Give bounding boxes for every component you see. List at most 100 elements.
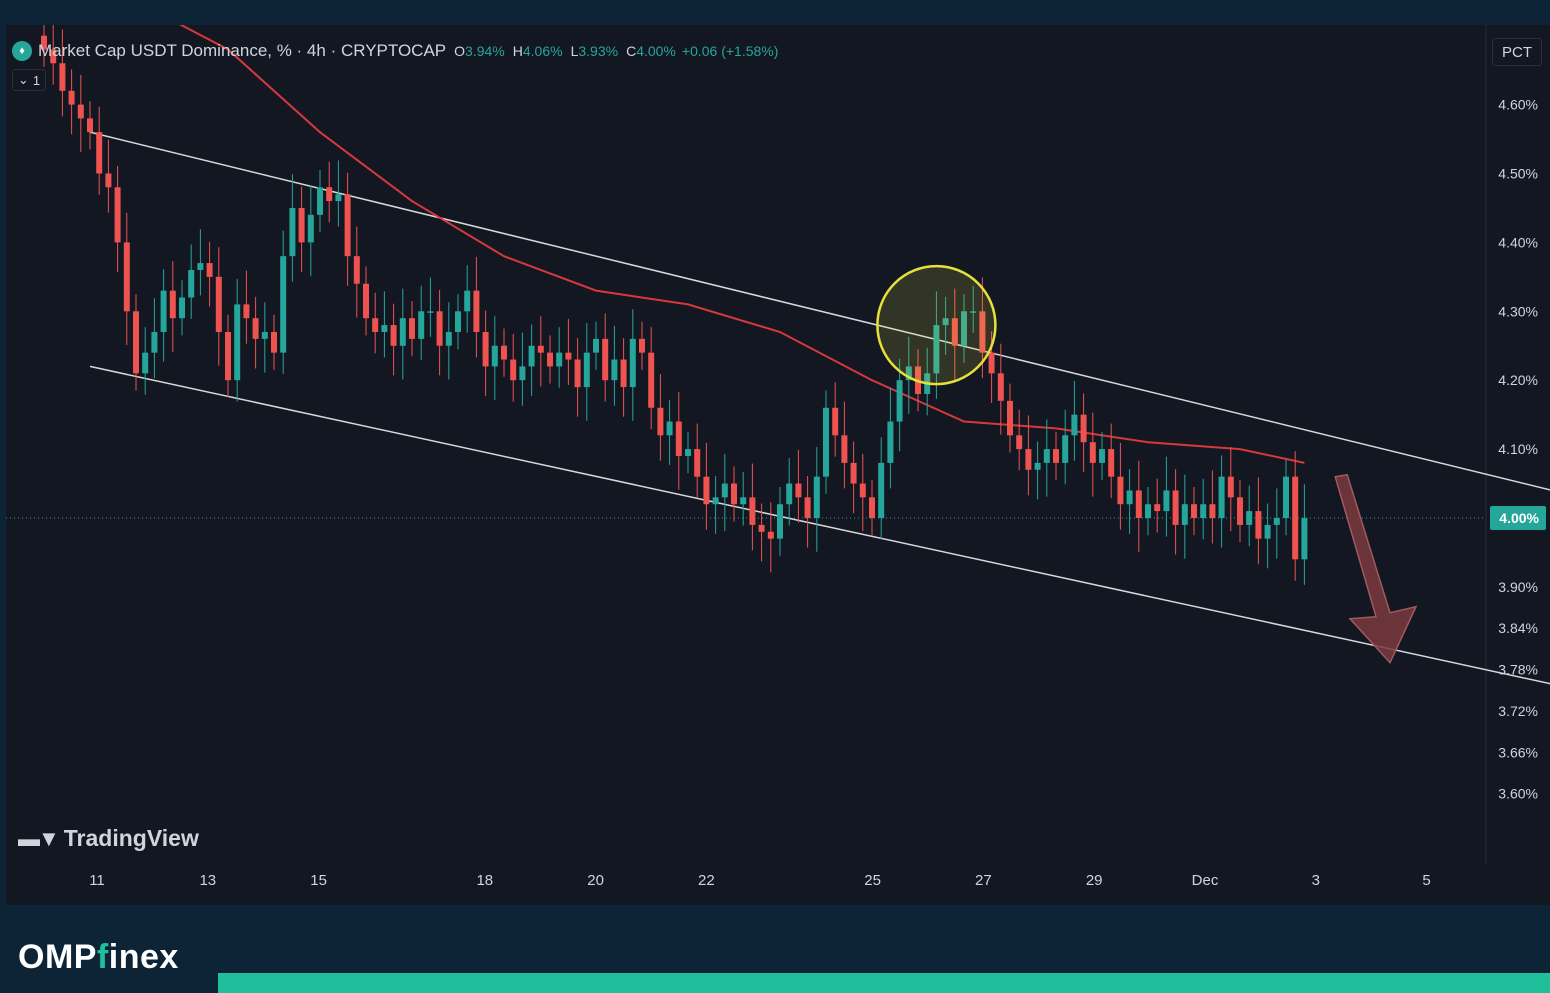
candle-body — [979, 311, 986, 353]
candle-body — [1071, 414, 1078, 436]
tradingview-watermark: ▬▼ TradingView — [18, 825, 199, 852]
ohlc-low-key: L — [570, 43, 579, 59]
candle-body — [344, 194, 351, 257]
candle-body — [353, 256, 360, 284]
candle-body — [381, 325, 388, 332]
candle-body — [197, 263, 204, 270]
candle-body — [537, 345, 544, 353]
scale-mode-button[interactable]: PCT — [1492, 38, 1542, 66]
highlight-circle — [876, 264, 997, 386]
candle-body — [767, 531, 774, 539]
candle-body — [878, 462, 885, 518]
candle-body — [399, 318, 406, 346]
candle-body — [896, 380, 903, 422]
candle-body — [87, 118, 93, 133]
candle-body — [1209, 504, 1216, 518]
candle-body — [206, 263, 213, 277]
ohlc-high-key: H — [512, 43, 523, 59]
candle-body — [556, 352, 563, 367]
candle-body — [105, 173, 112, 188]
candle-body — [703, 476, 710, 505]
ohlc-close-key: C — [626, 43, 637, 59]
candle-body — [1181, 504, 1188, 525]
candle-body — [133, 311, 139, 374]
y-tick-label: 3.78% — [1498, 662, 1538, 678]
chevron-down-icon: ⌄ — [17, 72, 29, 87]
candle-body — [639, 338, 645, 353]
candle-body — [234, 304, 241, 381]
candle-body — [363, 283, 369, 319]
candle-body — [1145, 504, 1151, 518]
x-tick-label: 11 — [89, 872, 105, 889]
candle-body — [574, 359, 581, 388]
candle-body — [59, 63, 66, 91]
candle-body — [528, 345, 535, 367]
candle-body — [1273, 518, 1280, 525]
candle-body — [933, 325, 940, 374]
candle-body — [1154, 504, 1161, 512]
candle-body — [887, 421, 894, 463]
candle-body — [804, 497, 811, 518]
candle-body — [758, 524, 765, 532]
candle-body — [225, 331, 231, 381]
candle-body — [455, 311, 461, 332]
candle-body — [142, 352, 149, 374]
candle-body — [519, 366, 526, 381]
candle-body — [777, 504, 783, 539]
candle-body — [96, 132, 103, 174]
candle-body — [1218, 476, 1225, 518]
x-tick-label: 22 — [698, 872, 715, 889]
candle-body — [1062, 435, 1069, 463]
candle-body — [970, 311, 977, 313]
collapse-legend-button[interactable]: ⌄ 1 — [12, 69, 46, 91]
candle-body — [832, 407, 839, 436]
candle-body — [648, 352, 655, 408]
ohlc-open-key: O — [454, 43, 466, 59]
candle-body — [602, 338, 609, 381]
symbol-legend[interactable]: ♦ Market Cap USDT Dominance, % · 4h · CR… — [12, 41, 778, 61]
candle-body — [271, 331, 277, 353]
candle-body — [1117, 476, 1124, 505]
x-tick-label: 18 — [476, 872, 493, 889]
candle-body — [252, 318, 259, 339]
y-tick-label: 4.10% — [1498, 441, 1538, 457]
tradingview-logo-icon: ▬▼ — [18, 825, 60, 851]
candle-body — [179, 297, 185, 319]
y-tick-label: 3.66% — [1498, 744, 1538, 760]
y-tick-label: 4.40% — [1498, 234, 1538, 250]
candle-body — [740, 497, 747, 505]
candle-body — [583, 352, 590, 388]
candle-body — [1301, 518, 1308, 560]
candle-body — [188, 269, 195, 298]
candle-body — [1200, 504, 1207, 518]
candle-body — [1025, 449, 1032, 470]
candle-body — [418, 311, 425, 339]
candle-body — [675, 421, 682, 456]
candle-body — [427, 311, 434, 313]
candle-body — [409, 318, 415, 339]
candle-body — [859, 483, 866, 498]
last-price-tag — [1490, 506, 1546, 530]
chart-canvas[interactable]: 4.60% 4.50% 4.40% 4.30% 4.20% 4.10% 4.00% 3.90%… — [6, 25, 1550, 905]
y-tick-label: 4.50% — [1498, 166, 1538, 182]
candle-body — [1191, 504, 1197, 518]
candle-body — [1007, 400, 1013, 436]
channel-lower-line — [89, 365, 1550, 685]
candle-body — [501, 345, 507, 360]
candle-body — [657, 407, 664, 436]
candle-body — [1292, 476, 1299, 560]
candle-body — [215, 276, 222, 332]
candle-body — [1108, 449, 1115, 477]
candle-body — [611, 359, 618, 381]
candle-body — [114, 187, 121, 243]
brand-accent: f — [96, 938, 109, 976]
candle-body — [721, 483, 728, 498]
candle-body — [1264, 524, 1271, 539]
x-tick-label: 3 — [1312, 872, 1320, 889]
candle-body — [685, 449, 691, 456]
candle-body — [50, 49, 57, 64]
candle-body — [160, 290, 167, 332]
candle-body — [326, 187, 333, 202]
x-tick-label: Dec — [1192, 872, 1219, 889]
ohlc-close-value: 4.00% — [636, 43, 676, 59]
